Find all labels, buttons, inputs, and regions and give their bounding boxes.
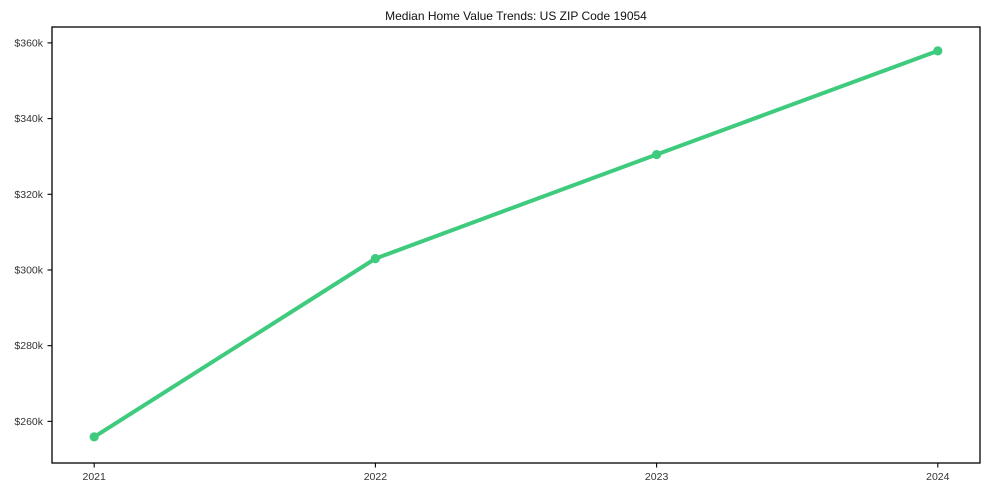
data-point [89,432,99,442]
chart-title: Median Home Value Trends: US ZIP Code 19… [385,9,647,23]
y-tick-label: $260k [14,416,43,428]
y-tick-label: $300k [14,264,43,276]
x-tick-label: 2022 [364,471,388,483]
data-point [370,254,380,264]
x-tick-label: 2021 [83,471,107,483]
y-tick-label: $320k [14,189,43,201]
data-point [652,149,662,160]
line-series [92,48,940,439]
y-tick-label: $360k [14,37,43,49]
x-tick-label: 2024 [926,471,950,483]
data-point [933,46,943,56]
y-tick-label: $340k [14,113,43,125]
y-tick-label: $280k [14,340,43,352]
x-tick-label: 2023 [645,471,669,483]
plot-area: $260k $280k $300k $320k $340k $360k 2021 2022 20… [14,26,981,483]
axis-frame [51,26,981,464]
